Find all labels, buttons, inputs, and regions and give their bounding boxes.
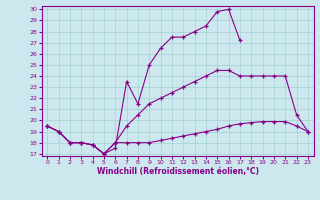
- X-axis label: Windchill (Refroidissement éolien,°C): Windchill (Refroidissement éolien,°C): [97, 167, 259, 176]
